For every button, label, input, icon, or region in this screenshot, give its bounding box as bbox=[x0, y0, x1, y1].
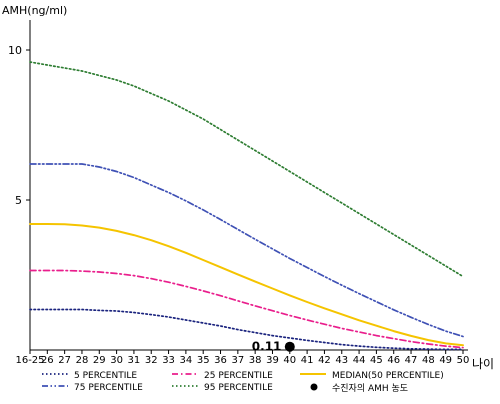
x-tick-label: 28 bbox=[76, 355, 89, 366]
axes: AMH(ng/ml) 나이 bbox=[2, 4, 494, 371]
x-tick-label: 40 bbox=[283, 355, 296, 366]
x-tick-label: 37 bbox=[231, 355, 244, 366]
x-tick-label: 36 bbox=[214, 355, 227, 366]
x-axis-label: 나이 bbox=[472, 357, 494, 371]
x-tick-label: 42 bbox=[318, 355, 331, 366]
x-tick-label: 27 bbox=[58, 355, 71, 366]
x-tick-label: 48 bbox=[422, 355, 435, 366]
x-tick-label: 31 bbox=[128, 355, 141, 366]
x-tick-label: 49 bbox=[439, 355, 452, 366]
legend-label: 75 PERCENTILE bbox=[74, 383, 143, 393]
patient-marker: 0.11 bbox=[252, 340, 295, 354]
x-tick-label: 33 bbox=[162, 355, 175, 366]
series-line-median-50-percentile bbox=[29, 223, 464, 347]
x-tick-label: 39 bbox=[266, 355, 279, 366]
legend-label: 5 PERCENTILE bbox=[74, 371, 137, 381]
x-tick-label: 47 bbox=[405, 355, 418, 366]
x-tick-label: 35 bbox=[197, 355, 210, 366]
series-line-5-percentile bbox=[29, 308, 464, 351]
series-line-95-percentile bbox=[29, 61, 464, 278]
legend-label: 수진자의 AMH 농도 bbox=[332, 383, 408, 394]
x-tick-label: 44 bbox=[353, 355, 366, 366]
patient-amh-value-label: 0.11 bbox=[252, 340, 282, 354]
y-tick-label: 10 bbox=[8, 44, 22, 57]
series-line-25-percentile bbox=[29, 269, 464, 349]
y-ticks: 5 10 bbox=[8, 44, 30, 207]
x-tick-label: 26 bbox=[41, 355, 54, 366]
x-tick-label: 43 bbox=[335, 355, 348, 366]
legend-label: MEDIAN(50 PERCENTILE) bbox=[332, 371, 444, 381]
x-tick-label: 30 bbox=[110, 355, 123, 366]
x-tick-label: 16-25 bbox=[15, 355, 44, 366]
legend-label: 25 PERCENTILE bbox=[204, 371, 273, 381]
legend-marker-swatch bbox=[310, 383, 318, 391]
x-tick-label: 29 bbox=[93, 355, 106, 366]
legend: 5 PERCENTILE 25 PERCENTILE MEDIAN(50 PERCE… bbox=[42, 371, 444, 394]
x-tick-label: 34 bbox=[180, 355, 193, 366]
y-tick-label: 5 bbox=[15, 194, 22, 207]
x-tick-label: 46 bbox=[387, 355, 400, 366]
series-line-75-percentile bbox=[29, 163, 464, 338]
legend-label: 95 PERCENTILE bbox=[204, 383, 273, 393]
series-lines bbox=[29, 61, 464, 351]
x-tick-label: 50 bbox=[457, 355, 470, 366]
x-tick-label: 41 bbox=[301, 355, 314, 366]
patient-amh-point bbox=[284, 341, 295, 352]
y-axis-label: AMH(ng/ml) bbox=[2, 4, 67, 17]
x-tick-label: 32 bbox=[145, 355, 158, 366]
x-tick-label: 45 bbox=[370, 355, 383, 366]
x-tick-label: 38 bbox=[249, 355, 262, 366]
